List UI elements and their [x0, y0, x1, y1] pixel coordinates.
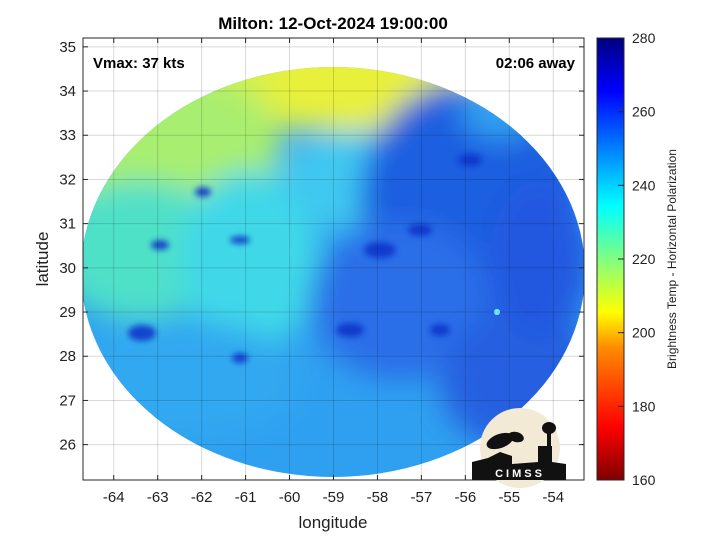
colorbar-tick-label: 180: [632, 398, 656, 414]
y-tick-label: 27: [59, 392, 76, 409]
colorbar-tick-label: 200: [632, 325, 656, 341]
x-axis-label: longitude: [298, 513, 367, 532]
y-tick-label: 32: [59, 171, 76, 188]
colorbar-label: Brightness Temp - Horizontal Polarizatio…: [665, 149, 679, 369]
y-tick-label: 31: [59, 216, 76, 233]
vmax-annotation: Vmax: 37 kts: [93, 55, 185, 72]
y-axis: 26 27 28 29 30 31 32 33 34 35: [59, 39, 584, 454]
x-tick-label: -63: [147, 489, 169, 506]
x-tick-label: -57: [411, 489, 433, 506]
time-away-annotation: 02:06 away: [496, 55, 576, 72]
x-tick-label: -58: [367, 489, 389, 506]
x-tick-label: -54: [542, 489, 564, 506]
x-tick-label: -56: [454, 489, 476, 506]
y-tick-label: 33: [59, 127, 76, 144]
x-tick-label: -60: [279, 489, 301, 506]
y-tick-label: 34: [59, 83, 76, 100]
y-tick-label: 29: [59, 304, 76, 321]
chart-title: Milton: 12-Oct-2024 19:00:00: [218, 14, 448, 33]
x-tick-label: -64: [103, 489, 125, 506]
y-axis-label: latitude: [33, 232, 52, 287]
cimss-logo: CIMSS: [472, 408, 566, 488]
y-tick-label: 28: [59, 348, 76, 365]
x-tick-label: -61: [235, 489, 257, 506]
colorbar-tick-label: 260: [632, 104, 656, 120]
colorbar: 160 180 200 220 240 260 280 Brightness Temp - …: [596, 30, 679, 488]
y-tick-label: 35: [59, 39, 76, 56]
x-tick-label: -62: [191, 489, 213, 506]
y-tick-label: 30: [59, 260, 76, 277]
colorbar-tick-label: 160: [632, 472, 656, 488]
colorbar-tick-label: 240: [632, 177, 656, 193]
x-tick-label: -59: [323, 489, 345, 506]
logo-text: CIMSS: [495, 468, 545, 480]
y-tick-label: 26: [59, 437, 76, 454]
colorbar-ticks: 160 180 200 220 240 260 280: [618, 30, 656, 488]
x-tick-label: -55: [498, 489, 520, 506]
colorbar-tick-label: 220: [632, 251, 656, 267]
x-axis: -64 -63 -62 -61 -60 -59 -58 -57 -56 -55 -54: [103, 38, 564, 506]
colorbar-tick-label: 280: [632, 30, 656, 46]
